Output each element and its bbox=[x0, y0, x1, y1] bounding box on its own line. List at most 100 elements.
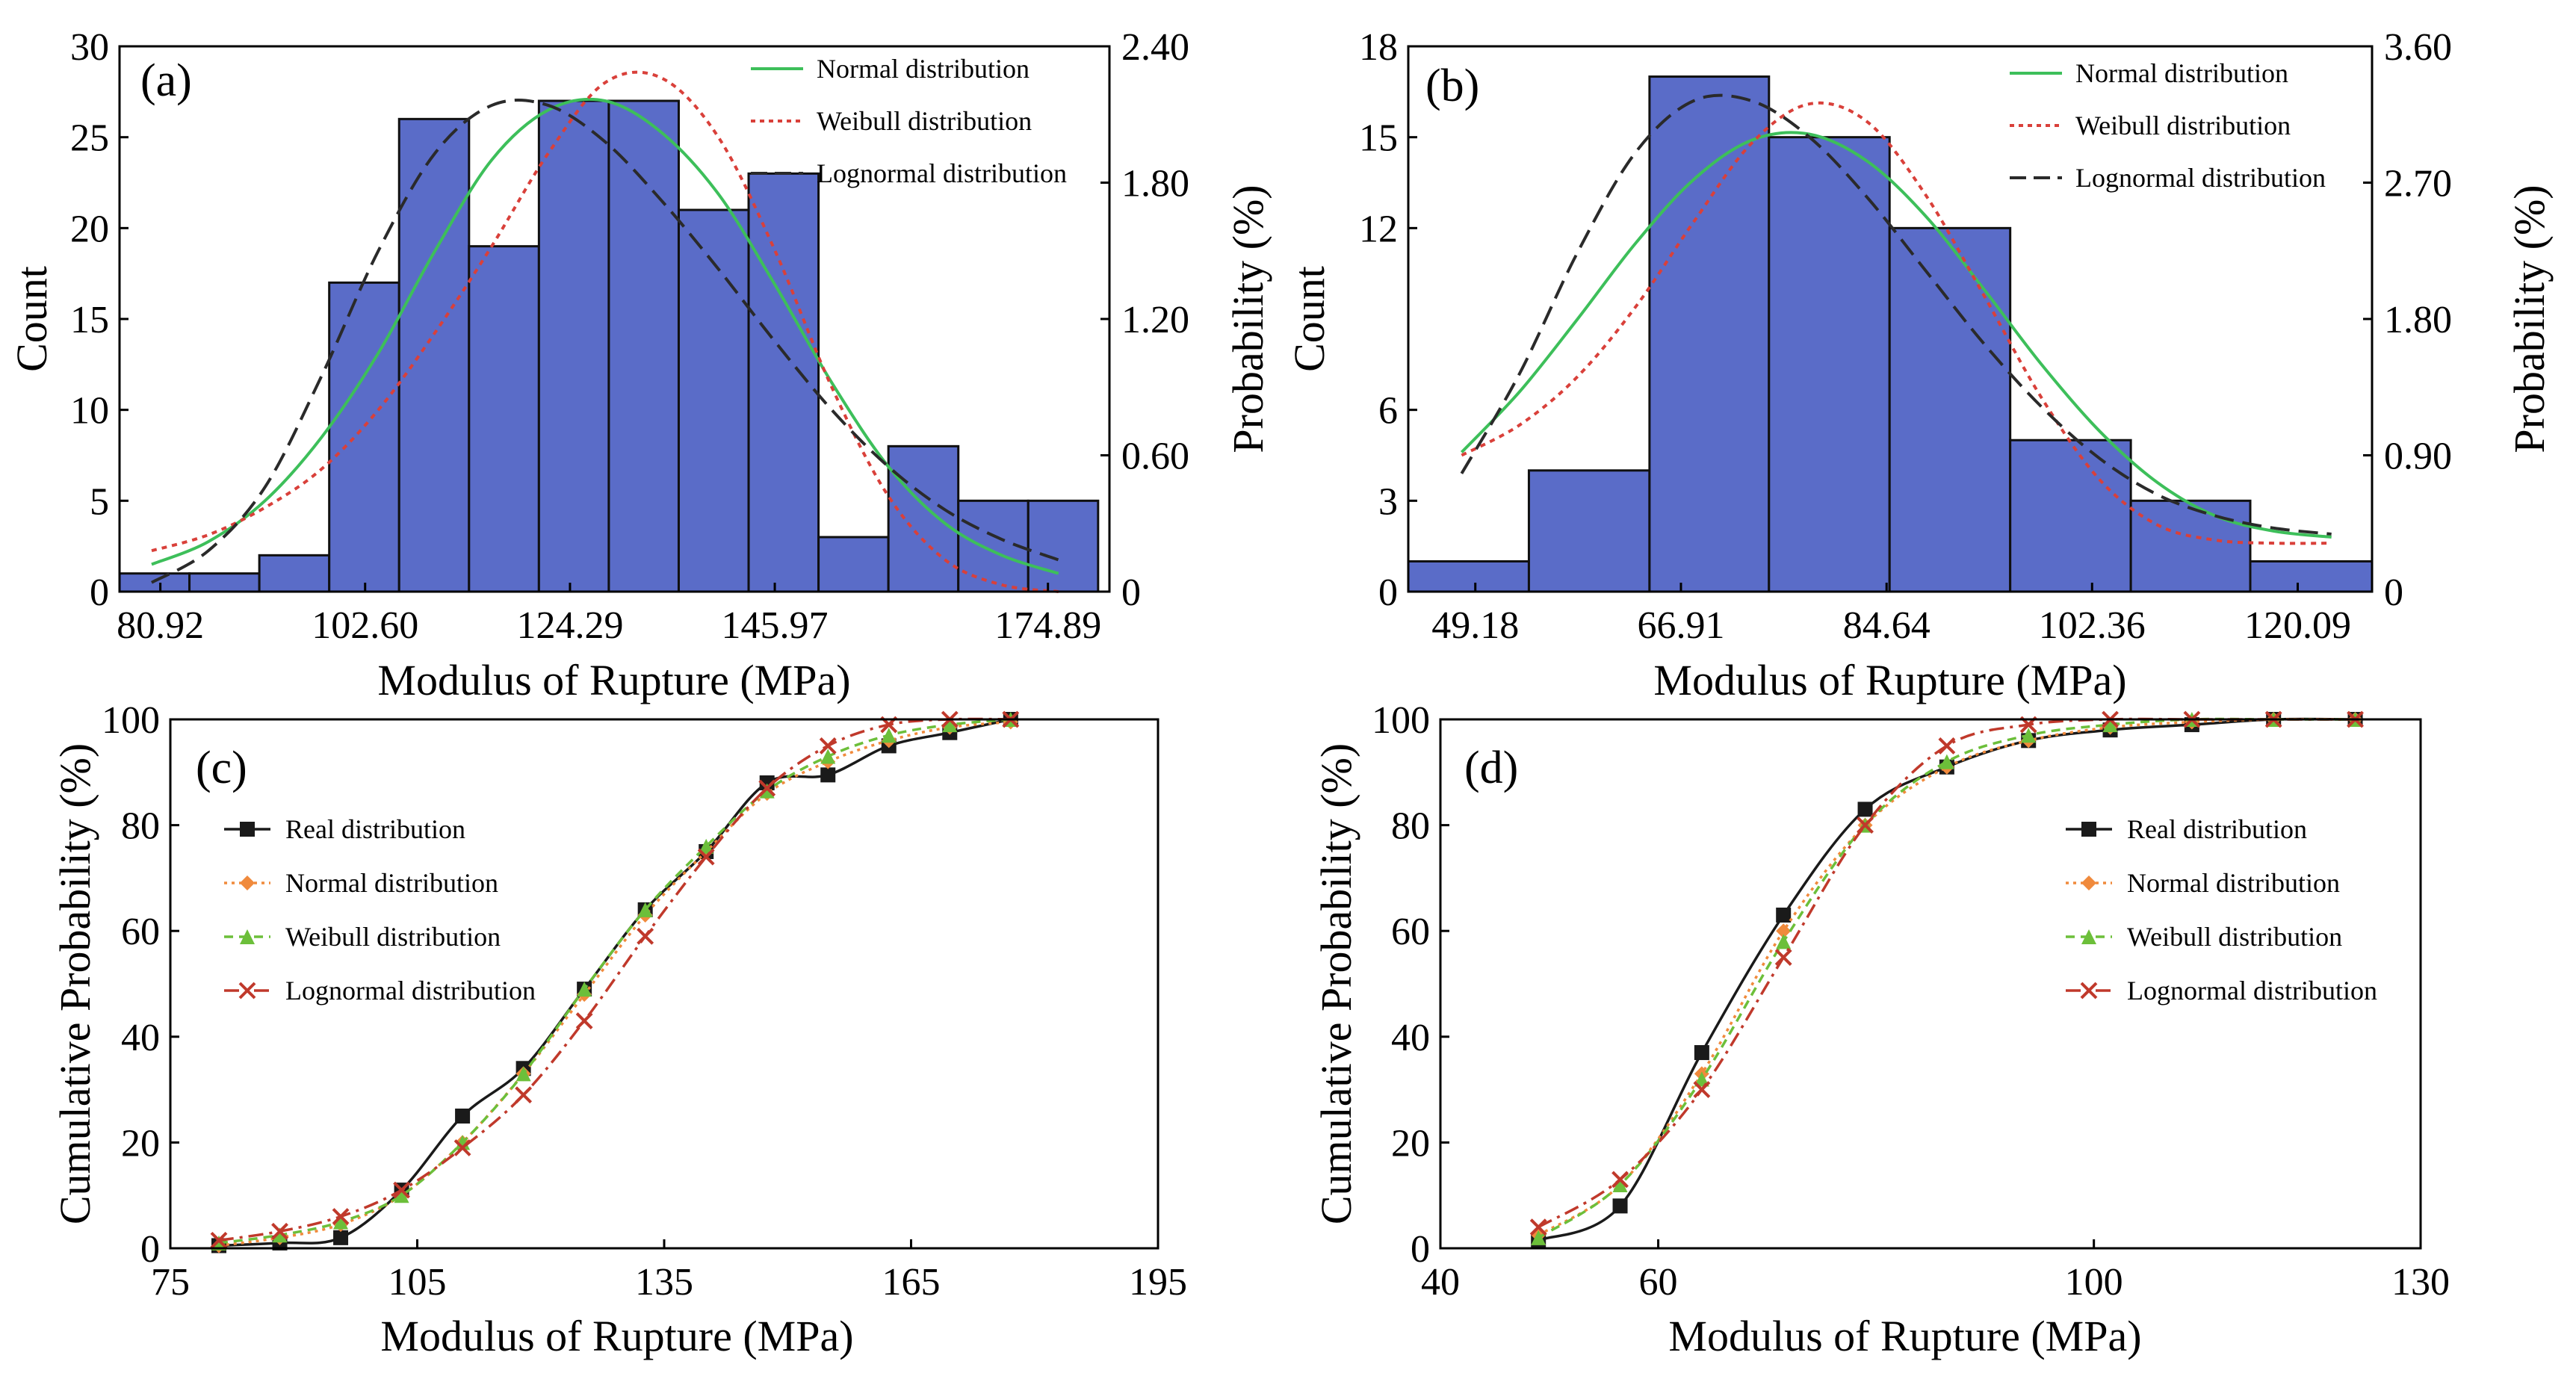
panel-b: 49.18 66.91 84.64 102.36 120.09 0 3 6 12 15 18 0 0.9… bbox=[1285, 26, 2554, 704]
panel-b-bar bbox=[1888, 226, 2012, 593]
panel-d-legend-label: Real distribution bbox=[2127, 814, 2307, 844]
panel-d-ytick-label: 60 bbox=[1391, 911, 1430, 953]
panel-c-series-3-point bbox=[393, 1181, 410, 1199]
panel-a-ytick-label: 15 bbox=[70, 299, 109, 341]
panel-b-bar bbox=[1648, 75, 1771, 593]
panel-d-series-0-point bbox=[1857, 802, 1873, 817]
panel-d-series-3-point bbox=[1938, 737, 1956, 754]
panel-b-bar bbox=[1407, 560, 1530, 593]
panel-b-lognormal-curve bbox=[1460, 93, 2332, 536]
panel-d-series-3-point bbox=[1529, 1218, 1547, 1236]
panel-d-series-2-point bbox=[1612, 1177, 1628, 1193]
panel-d-series-2-point bbox=[1939, 754, 1954, 769]
panel-d-series-2-point bbox=[1531, 1230, 1546, 1245]
panel-c-series-2-point bbox=[759, 783, 775, 799]
panel-b-ytick-right-label: 1.80 bbox=[2384, 299, 2452, 341]
panel-a-legend-normal-label: Normal distribution bbox=[817, 54, 1030, 84]
panel-b-xtick-label: 102.36 bbox=[2039, 604, 2146, 647]
panel-b-ytick-label: 12 bbox=[1359, 208, 1398, 250]
panel-a-bar bbox=[1027, 499, 1100, 593]
panel-c-series-3-point bbox=[819, 737, 837, 754]
panel-b-bar bbox=[1768, 136, 1891, 593]
panel-c-series-3-point bbox=[697, 848, 715, 866]
panel-d-ytick-label: 20 bbox=[1391, 1122, 1430, 1165]
panel-a-plot-layer bbox=[118, 70, 1100, 593]
panel-d-series-3-point bbox=[1693, 1081, 1711, 1099]
panel-b-ylabel: Count bbox=[1285, 266, 1334, 372]
panel-c-xtick-label: 75 bbox=[151, 1261, 190, 1304]
panel-a-ytick-right-label: 0.60 bbox=[1121, 436, 1189, 478]
panel-a-bar bbox=[537, 99, 610, 593]
panel-d-ytick-label: 80 bbox=[1391, 805, 1430, 848]
panel-c-label: (c) bbox=[196, 743, 247, 793]
panel-c-series-3-point bbox=[210, 1231, 228, 1249]
panel-d-series-2-point bbox=[1694, 1071, 1709, 1087]
panel-c: 75 105 135 165 195 0 20 40 60 80 100 (c) Modulus o… bbox=[51, 699, 1187, 1360]
panel-b-plot-layer bbox=[1407, 75, 2374, 593]
panel-d-xtick-label: 100 bbox=[2065, 1261, 2123, 1304]
panel-a-bar bbox=[887, 444, 960, 593]
panel-a-ytick-label: 20 bbox=[70, 208, 109, 250]
panel-d-series-0-point bbox=[1776, 907, 1792, 923]
panel-d-legend-marker bbox=[2081, 822, 2096, 837]
panel-d-legend-marker bbox=[2081, 876, 2096, 890]
panel-b-label: (b) bbox=[1425, 61, 1479, 111]
panel-c-series-2-point bbox=[515, 1066, 531, 1082]
panel-b-ticks: 49.18 66.91 84.64 102.36 120.09 0 3 6 12 15 18 0 0.9… bbox=[1359, 26, 2452, 647]
panel-a-bar bbox=[677, 208, 750, 593]
panel-b-normal-curve bbox=[1460, 131, 2332, 539]
panel-c-ytick-label: 0 bbox=[140, 1228, 160, 1271]
panel-c-series-3-line bbox=[218, 717, 1011, 1242]
panel-c-series-2-point bbox=[333, 1214, 349, 1230]
panel-b-ytick-right-label: 0 bbox=[2384, 571, 2403, 614]
panel-c-series-2-point bbox=[637, 902, 653, 917]
panel-d-legend: Real distribution Normal distribution Weib… bbox=[2066, 814, 2377, 1005]
panel-a-legend-weibull-label: Weibull distribution bbox=[817, 106, 1032, 136]
panel-a-label: (a) bbox=[140, 55, 192, 106]
panel-d-series-0-point bbox=[1694, 1045, 1709, 1061]
panel-d-series-2-point bbox=[2102, 717, 2118, 733]
panel-a-bar bbox=[258, 554, 331, 593]
panel-a-bar bbox=[817, 536, 890, 593]
panel-c-legend-label: Weibull distribution bbox=[285, 922, 501, 952]
panel-a-ylabel-right: Probability (%) bbox=[1224, 185, 1272, 453]
panel-c-series-2-point bbox=[455, 1135, 471, 1150]
panel-c-series-0-point bbox=[333, 1230, 349, 1245]
panel-c-series-3-point bbox=[515, 1086, 533, 1104]
panel-c-series-0-point bbox=[759, 775, 775, 790]
panel-d-legend-label: Normal distribution bbox=[2127, 868, 2340, 898]
panel-a-xtick-label: 145.97 bbox=[722, 604, 829, 647]
panel-b-bar bbox=[2129, 499, 2252, 593]
panel-c-series-2-point bbox=[699, 838, 714, 854]
panel-b-xlabel: Modulus of Rupture (MPa) bbox=[1653, 656, 2126, 704]
panel-a-xtick-label: 174.89 bbox=[994, 604, 1101, 647]
panel-d-series-3-point bbox=[1774, 949, 1792, 967]
panel-c-legend-marker bbox=[240, 929, 255, 944]
panel-c-series-0-point bbox=[820, 767, 836, 783]
panel-c-ytick-label: 40 bbox=[121, 1017, 160, 1059]
panel-d-xtick-label: 40 bbox=[1421, 1261, 1460, 1304]
panel-c-legend: Real distribution Normal distribution Weib… bbox=[224, 814, 536, 1005]
panel-b-ylabel-right: Probability (%) bbox=[2505, 185, 2554, 453]
panel-a-ytick-label: 30 bbox=[70, 26, 109, 69]
panel-b-legend-lognormal-label: Lognormal distribution bbox=[2075, 163, 2326, 193]
panel-a-xtick-label: 102.60 bbox=[312, 604, 418, 647]
panel-c-xtick-label: 135 bbox=[635, 1261, 693, 1304]
panel-c-legend-marker bbox=[238, 982, 256, 1000]
panel-a-xtick-label: 124.29 bbox=[516, 604, 623, 647]
panel-c-legend-label: Normal distribution bbox=[285, 868, 498, 898]
panel-d-ylabel: Cumulative Probability (%) bbox=[1312, 743, 1360, 1224]
panel-c-series-2-point bbox=[272, 1227, 288, 1243]
panel-a-weibull-curve bbox=[151, 70, 1059, 593]
panel-d-ytick-label: 40 bbox=[1391, 1017, 1430, 1059]
panel-c-ytick-label: 80 bbox=[121, 805, 160, 848]
panel-c-series-2-line bbox=[218, 718, 1011, 1245]
panel-b-legend: Normal distribution Weibull distribution… bbox=[2010, 58, 2326, 193]
panel-c-xtick-label: 105 bbox=[388, 1261, 447, 1304]
panel-b-ytick-label: 3 bbox=[1378, 480, 1398, 523]
panel-b-ytick-label: 18 bbox=[1359, 26, 1398, 69]
panel-c-series-3-point bbox=[271, 1222, 288, 1240]
panel-c-series-2-point bbox=[881, 728, 897, 743]
panel-c-series-3-point bbox=[758, 779, 776, 797]
